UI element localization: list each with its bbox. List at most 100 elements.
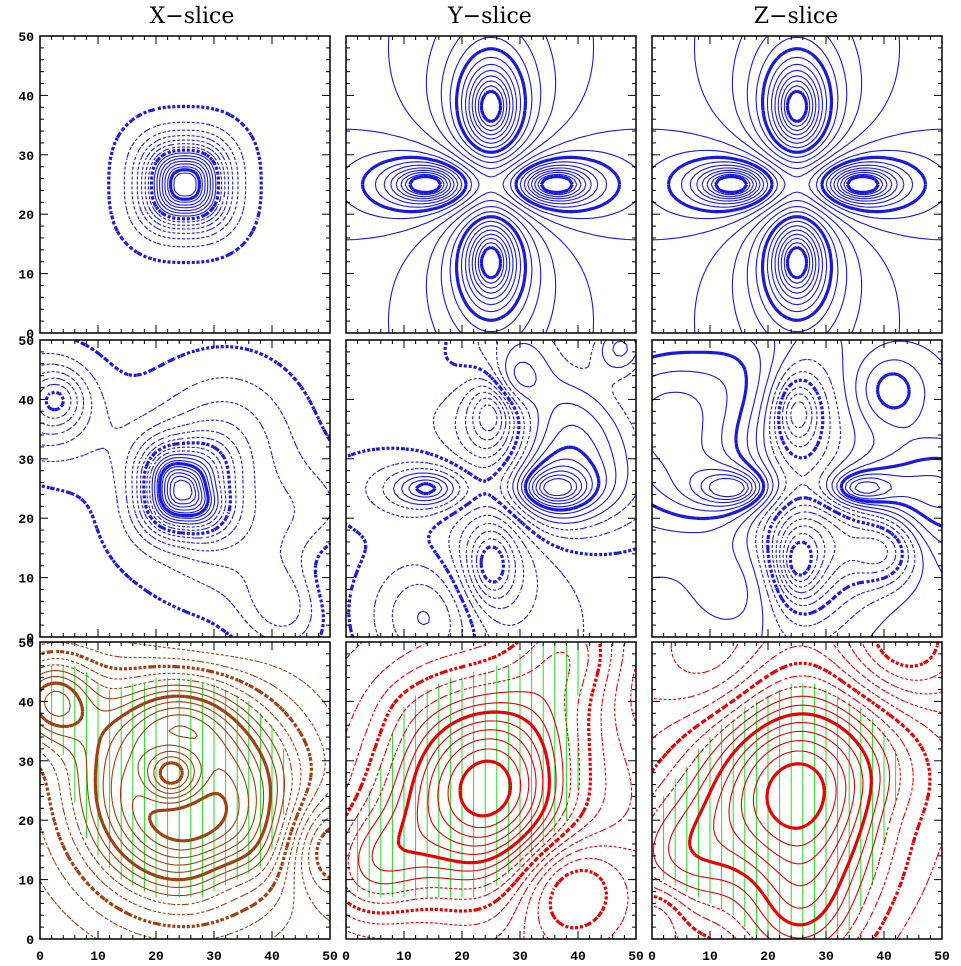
contour-level [475, 404, 510, 591]
y-tick-label: 10 [18, 874, 34, 889]
contour-level [464, 63, 518, 306]
contour-level [408, 424, 607, 515]
contour-level [40, 642, 326, 939]
contour-level [40, 363, 301, 627]
y-tick-label: 40 [18, 695, 34, 710]
panel-background [40, 642, 330, 939]
contour-level [652, 686, 901, 939]
contour-level [666, 155, 928, 214]
contour-level [164, 469, 203, 511]
contour-level [432, 377, 585, 637]
contour-level [766, 56, 828, 313]
contour-level [652, 695, 891, 939]
contour-level [670, 642, 942, 695]
x-tick-label: 50 [934, 949, 950, 964]
contour-level [154, 456, 216, 522]
contour-level [710, 173, 884, 196]
contour-level [346, 340, 636, 637]
contour-level [425, 36, 557, 333]
x-tick-label: 30 [818, 949, 834, 964]
contour-level [392, 340, 636, 626]
contour-level [652, 661, 932, 939]
y-tick-label: 30 [18, 755, 34, 770]
y-tick-label: 50 [18, 334, 34, 349]
contour-level [149, 450, 223, 528]
contour-level [688, 712, 873, 927]
contour-level [477, 85, 505, 284]
contour-level [652, 642, 942, 714]
column-title-x: X−slice [150, 4, 235, 29]
contour-level [474, 80, 508, 289]
panel-frame [651, 641, 943, 940]
contour-level [652, 128, 942, 241]
y-tick-label: 50 [18, 636, 34, 651]
contour-level [159, 157, 211, 212]
contour-level [531, 465, 588, 505]
contour-level [40, 340, 330, 637]
contour-level [706, 171, 888, 198]
contour-level [680, 161, 914, 208]
contour-lines [652, 36, 942, 333]
panel-z-row1 [651, 35, 943, 334]
contour-level [156, 459, 212, 519]
contour-level [471, 75, 511, 294]
y-tick-label: 20 [18, 512, 34, 527]
contour-level [449, 36, 533, 333]
column-title-y: Y−slice [447, 4, 532, 29]
contour-level [861, 642, 942, 681]
contour-level [346, 642, 603, 915]
contour-level [169, 475, 197, 505]
contour-level [537, 857, 629, 939]
contour-level [107, 104, 263, 265]
contour-level [415, 445, 601, 512]
panel-frame [39, 35, 331, 334]
contour-level [464, 391, 525, 610]
contour-level [538, 474, 578, 500]
x-tick-label: 20 [760, 949, 776, 964]
contour-level [347, 651, 572, 895]
panel-frame [651, 339, 943, 638]
contour-level [167, 166, 203, 203]
contour-level [479, 89, 503, 280]
contour-level [346, 642, 589, 904]
contour-level [40, 675, 278, 888]
contour-lines [107, 104, 263, 265]
contour-level [371, 702, 557, 872]
contour-level [141, 139, 229, 230]
contour-level [468, 69, 514, 300]
contour-level [147, 146, 223, 223]
panel-z-row2 [651, 339, 943, 638]
y-tick-label: 10 [18, 268, 34, 283]
y-tick-label: 0 [26, 631, 34, 646]
contour-level [396, 710, 551, 865]
panel-y-row1 [345, 35, 637, 334]
contour-level [158, 461, 210, 518]
contour-level [548, 868, 608, 930]
contour-level [119, 714, 249, 859]
y-tick-label: 50 [18, 30, 34, 45]
contour-level [40, 371, 257, 552]
contour-level [315, 827, 330, 880]
contour-level [731, 36, 863, 333]
contour-level [668, 704, 881, 939]
contour-lines [652, 340, 942, 637]
contour-level [136, 135, 234, 234]
contour-level [785, 89, 809, 280]
contour-level [146, 446, 227, 531]
y-tick-label: 40 [18, 393, 34, 408]
contour-level [535, 470, 583, 502]
contour-level [166, 472, 200, 508]
x-tick-label: 10 [702, 949, 718, 964]
contour-level [156, 155, 214, 214]
contour-level [458, 759, 513, 818]
contour-level [168, 168, 202, 201]
contour-level [148, 791, 229, 843]
contour-level [404, 173, 578, 196]
contour-level [40, 377, 244, 544]
contour-level [700, 474, 750, 501]
y-tick-label: 40 [18, 89, 34, 104]
panel-x-row1 [39, 35, 331, 334]
contour-level [44, 390, 232, 536]
